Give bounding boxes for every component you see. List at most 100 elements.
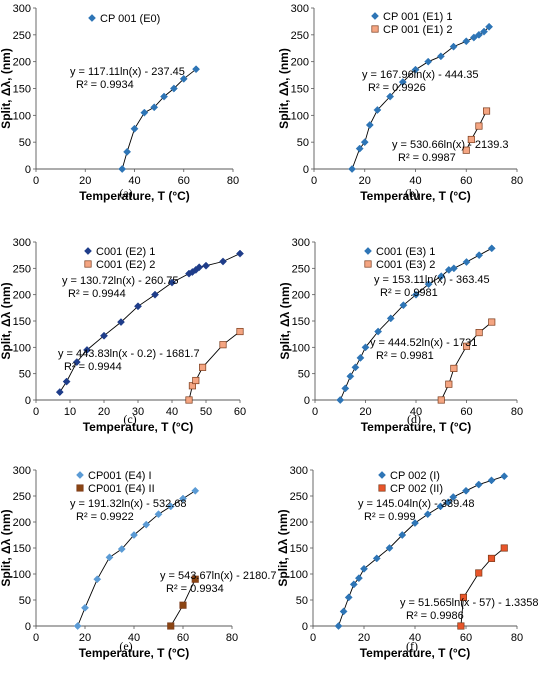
legend-marker	[378, 484, 386, 492]
data-point	[100, 331, 108, 340]
x-tick-label: 80	[511, 175, 523, 187]
y-tick-label: 250	[13, 30, 31, 42]
y-tick-label: 200	[13, 290, 31, 302]
fit-equation: y = 51.565ln(x - 57) - 1.3358	[400, 597, 539, 609]
y-tick-label: 0	[25, 621, 31, 633]
data-point	[437, 396, 445, 404]
fit-r-squared: R² = 0.9934	[166, 583, 224, 595]
data-point	[179, 74, 188, 83]
data-point	[424, 57, 433, 66]
data-point	[488, 318, 496, 326]
x-tick-label: 40	[409, 632, 421, 644]
legend-marker	[76, 484, 84, 492]
data-point	[487, 554, 496, 562]
data-point	[412, 290, 420, 299]
y-tick-label: 150	[13, 84, 31, 96]
fit-r-squared: R² = 0.9981	[380, 287, 438, 299]
y-tick-label: 250	[292, 263, 310, 275]
fit-r-squared: R² = 0.9987	[398, 152, 456, 164]
legend-label: C001 (E3) 1	[376, 246, 435, 258]
x-tick-label: 0	[311, 175, 317, 187]
trend-line-2	[188, 331, 241, 401]
data-point	[339, 607, 348, 616]
x-tick-label: 80	[227, 175, 239, 187]
fit-equation: y = 443.83ln(x - 0.2) - 1681.7	[58, 348, 200, 360]
data-point	[83, 346, 91, 354]
y-tick-label: 0	[304, 395, 310, 407]
data-point	[179, 494, 187, 503]
data-point	[483, 107, 491, 115]
y-tick-label: 50	[297, 137, 309, 149]
y-tick-label: 100	[13, 569, 31, 581]
y-tick-label: 0	[25, 395, 31, 407]
data-point	[185, 396, 193, 404]
data-point	[192, 376, 200, 385]
data-point	[475, 569, 483, 577]
data-point	[62, 377, 71, 386]
x-tick-label: 20	[79, 175, 91, 187]
fit-r-squared: R² = 0.9922	[76, 511, 134, 523]
data-point	[474, 30, 483, 39]
chart-panel-2: 0 50 100 150 200 250 300 0 20 40 60 80 Temperature, …	[277, 3, 523, 203]
y-tick-label: 50	[298, 369, 310, 381]
data-point	[462, 486, 470, 495]
data-point	[140, 108, 149, 117]
x-tick-label: 0	[33, 406, 39, 418]
y-tick-label: 200	[292, 290, 310, 302]
x-tick-label: 20	[359, 406, 371, 418]
data-point	[199, 363, 207, 371]
data-point	[219, 257, 227, 266]
y-tick-label: 200	[290, 517, 308, 529]
data-point	[167, 622, 175, 630]
fit-r-squared: R² = 0.9944	[68, 288, 126, 300]
x-tick-label: 40	[128, 632, 140, 644]
y-tick-label: 300	[13, 3, 31, 15]
legend-label: C001 (E3) 2	[376, 259, 435, 271]
data-point	[191, 486, 200, 495]
legend-label: C001 (E2) 2	[96, 259, 155, 271]
data-point	[450, 364, 458, 372]
y-axis-title: Split, Δλ (nm)	[0, 509, 13, 586]
legend-marker	[84, 260, 92, 268]
x-tick-label: 60	[460, 175, 472, 187]
y-tick-label: 200	[291, 57, 309, 69]
y-tick-label: 100	[13, 342, 31, 354]
data-point	[436, 52, 445, 61]
y-tick-label: 300	[292, 237, 310, 249]
y-tick-label: 250	[13, 263, 31, 275]
data-point	[487, 244, 496, 253]
x-tick-label: 10	[64, 406, 76, 418]
x-tick-label: 30	[132, 406, 144, 418]
chart-panel-4: 0 50 100 150 200 250 300 0 20 40 60 80 Temperature, …	[278, 237, 523, 434]
fit-equation: y = 130.72ln(x) - 260.75	[62, 275, 179, 287]
data-point	[154, 510, 163, 519]
y-tick-label: 50	[296, 595, 308, 607]
y-tick-label: 300	[290, 465, 308, 477]
y-tick-label: 50	[19, 595, 31, 607]
data-point	[236, 249, 244, 258]
y-tick-label: 150	[291, 84, 309, 96]
data-point	[398, 78, 407, 87]
data-point	[123, 147, 132, 156]
data-point	[462, 342, 471, 350]
x-tick-label: 60	[178, 175, 190, 187]
fit-equation: y = 191.32ln(x) - 532.68	[70, 498, 187, 510]
data-point	[192, 65, 201, 74]
data-point	[334, 622, 343, 630]
data-point	[436, 502, 445, 511]
data-point	[365, 121, 374, 129]
data-point	[355, 144, 364, 153]
x-axis-title: Temperature, T (°C)	[79, 189, 190, 203]
legend-marker	[371, 25, 379, 33]
data-point	[160, 92, 169, 101]
x-axis-title: Temperature, T (°C)	[361, 420, 472, 434]
data-point	[150, 103, 159, 112]
y-tick-label: 200	[13, 57, 31, 69]
trend-line-1	[59, 253, 241, 393]
data-point	[437, 272, 446, 281]
x-axis-title: Temperature, T (°C)	[79, 646, 190, 660]
panel-letter: (c)	[123, 412, 136, 426]
data-point	[399, 301, 408, 310]
data-point	[424, 280, 433, 289]
